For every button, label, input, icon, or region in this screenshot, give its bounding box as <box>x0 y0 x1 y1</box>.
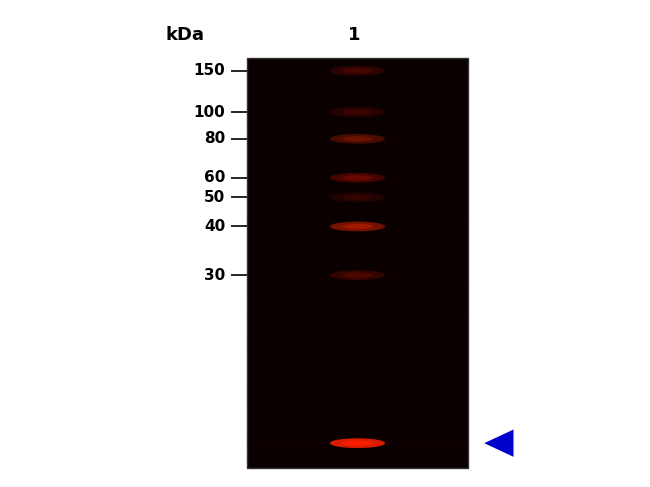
Text: 1: 1 <box>348 26 361 44</box>
Text: 40: 40 <box>204 219 226 234</box>
Bar <box>247 167 468 169</box>
Bar <box>247 458 468 461</box>
Text: 30: 30 <box>204 268 226 282</box>
Text: 80: 80 <box>204 131 226 146</box>
Bar <box>247 126 468 129</box>
Ellipse shape <box>330 66 385 75</box>
Bar <box>247 341 468 344</box>
Bar <box>247 71 468 74</box>
Ellipse shape <box>343 272 372 278</box>
Ellipse shape <box>330 173 385 183</box>
Ellipse shape <box>343 110 372 114</box>
Bar <box>247 439 468 442</box>
Bar <box>247 280 468 282</box>
Bar <box>247 58 468 468</box>
Bar <box>247 442 468 445</box>
Polygon shape <box>484 430 514 457</box>
Bar <box>247 402 468 405</box>
Ellipse shape <box>330 134 385 144</box>
Text: 50: 50 <box>204 190 226 205</box>
Bar <box>247 313 468 316</box>
Ellipse shape <box>343 136 372 141</box>
Bar <box>247 347 468 350</box>
Bar <box>247 220 468 223</box>
Text: 100: 100 <box>194 105 226 119</box>
Bar <box>247 384 468 387</box>
Ellipse shape <box>330 438 385 448</box>
Ellipse shape <box>343 175 372 180</box>
Text: 150: 150 <box>194 63 226 78</box>
Bar <box>247 186 468 189</box>
Bar <box>247 392 468 394</box>
Text: kDa: kDa <box>166 26 205 44</box>
Text: 60: 60 <box>204 170 226 185</box>
Ellipse shape <box>330 192 385 202</box>
Ellipse shape <box>330 270 385 280</box>
Bar <box>247 224 468 226</box>
Ellipse shape <box>343 68 372 73</box>
Ellipse shape <box>343 224 372 229</box>
Ellipse shape <box>330 107 385 117</box>
Bar <box>247 216 468 219</box>
Bar <box>247 218 468 221</box>
Ellipse shape <box>330 222 385 231</box>
Bar <box>247 289 468 292</box>
Bar <box>247 341 468 344</box>
Ellipse shape <box>343 440 372 446</box>
Ellipse shape <box>343 195 372 200</box>
